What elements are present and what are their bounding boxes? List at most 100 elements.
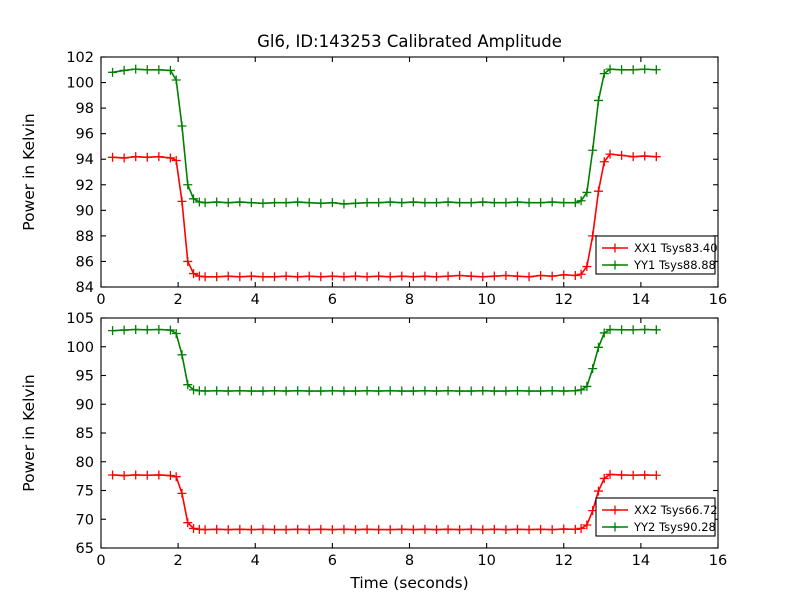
datapoint-marker	[235, 272, 245, 282]
yticklabel-bottom-105: 105	[66, 311, 94, 327]
datapoint-marker	[154, 65, 164, 75]
yticklabel-bottom-90: 90	[76, 397, 94, 413]
xlabel-bottom: Time (seconds)	[349, 574, 468, 592]
datapoint-marker	[512, 197, 522, 207]
datapoint-marker	[281, 525, 291, 535]
datapoint-marker	[385, 386, 395, 396]
datapoint-marker	[165, 325, 175, 335]
datapoint-marker	[270, 525, 280, 535]
xticklabel-bottom-2: 2	[174, 553, 183, 569]
datapoint-marker	[200, 198, 210, 208]
yticklabel-bottom-65: 65	[76, 541, 94, 557]
datapoint-marker	[119, 471, 129, 481]
datapoint-marker	[431, 198, 441, 208]
datapoint-marker	[189, 194, 199, 204]
datapoint-marker	[183, 380, 193, 390]
datapoint-marker	[189, 523, 199, 533]
datapoint-marker	[397, 524, 407, 534]
datapoint-marker	[165, 65, 175, 75]
yticklabel-top-102: 102	[66, 50, 94, 66]
datapoint-marker	[651, 65, 661, 75]
xticklabel-top-0: 0	[96, 292, 105, 308]
datapoint-marker	[570, 198, 580, 208]
datapoint-marker	[362, 272, 372, 282]
datapoint-marker	[293, 197, 303, 207]
datapoint-marker	[651, 470, 661, 480]
datapoint-marker	[339, 524, 349, 534]
datapoint-marker	[408, 386, 418, 396]
datapoint-marker	[142, 325, 152, 335]
datapoint-marker	[455, 525, 465, 535]
datapoint-marker	[420, 524, 430, 534]
datapoint-marker	[478, 272, 488, 282]
datapoint-marker	[293, 524, 303, 534]
datapoint-marker	[536, 524, 546, 534]
datapoint-marker	[177, 121, 187, 131]
datapoint-marker	[547, 525, 557, 535]
xticklabel-top-10: 10	[477, 292, 495, 308]
legend-top: XX1 Tsys83.40 YY1 Tsys88.88	[595, 235, 718, 275]
yticklabel-bottom-95: 95	[76, 369, 94, 385]
yticklabel-bottom-85: 85	[76, 426, 94, 442]
datapoint-marker	[617, 65, 627, 75]
datapoint-marker	[593, 186, 603, 196]
legend-swatch-marker-1	[610, 522, 620, 532]
datapoint-marker	[189, 385, 199, 395]
yticklabel-top-88: 88	[76, 229, 94, 245]
datapoint-marker	[443, 386, 453, 396]
xticklabel-bottom-10: 10	[477, 553, 495, 569]
datapoint-marker	[397, 386, 407, 396]
datapoint-marker	[559, 386, 569, 396]
datapoint-marker	[374, 271, 384, 281]
datapoint-marker	[246, 525, 256, 535]
legend-swatch-marker-0	[610, 243, 620, 253]
data-layer-top	[108, 64, 661, 282]
datapoint-marker	[131, 325, 141, 334]
datapoint-marker	[576, 269, 586, 279]
yticklabel-top-90: 90	[76, 203, 94, 219]
xticklabel-top-2: 2	[174, 292, 183, 308]
datapoint-marker	[235, 197, 245, 207]
yticklabel-bottom-75: 75	[76, 484, 94, 500]
datapoint-marker	[640, 151, 650, 161]
datapoint-marker	[142, 65, 152, 75]
datapoint-marker	[131, 152, 141, 162]
datapoint-marker	[443, 271, 453, 281]
datapoint-marker	[466, 524, 476, 534]
legend-label-yy2: YY2 Tsys90.28	[633, 520, 716, 534]
datapoint-marker	[258, 524, 268, 534]
datapoint-marker	[304, 386, 314, 396]
datapoint-marker	[154, 470, 164, 480]
datapoint-marker	[177, 196, 187, 206]
datapoint-marker	[397, 198, 407, 208]
datapoint-marker	[131, 470, 141, 480]
datapoint-marker	[640, 325, 650, 334]
datapoint-marker	[246, 271, 256, 281]
datapoint-marker	[420, 271, 430, 281]
datapoint-marker	[617, 150, 627, 160]
datapoint-marker	[304, 271, 314, 281]
datapoint-marker	[281, 386, 291, 396]
datapoint-marker	[258, 386, 268, 396]
datapoint-marker	[570, 524, 580, 534]
datapoint-marker	[108, 152, 118, 162]
datapoint-marker	[489, 198, 499, 208]
datapoint-marker	[270, 386, 280, 396]
datapoint-marker	[235, 386, 245, 396]
datapoint-marker	[489, 271, 499, 281]
datapoint-marker	[628, 65, 638, 75]
legend-box-bottom	[595, 497, 716, 537]
yticklabel-top-98: 98	[76, 101, 94, 117]
datapoint-marker	[293, 386, 303, 396]
datapoint-marker	[142, 470, 152, 480]
datapoint-marker	[339, 272, 349, 282]
legend-label-yy1: YY1 Tsys88.88	[633, 258, 716, 272]
legend-box-top	[595, 235, 716, 275]
datapoint-marker	[628, 325, 638, 335]
datapoint-marker	[588, 364, 598, 374]
datapoint-marker	[599, 157, 609, 167]
series-xx2	[108, 469, 661, 535]
datapoint-marker	[281, 198, 291, 208]
